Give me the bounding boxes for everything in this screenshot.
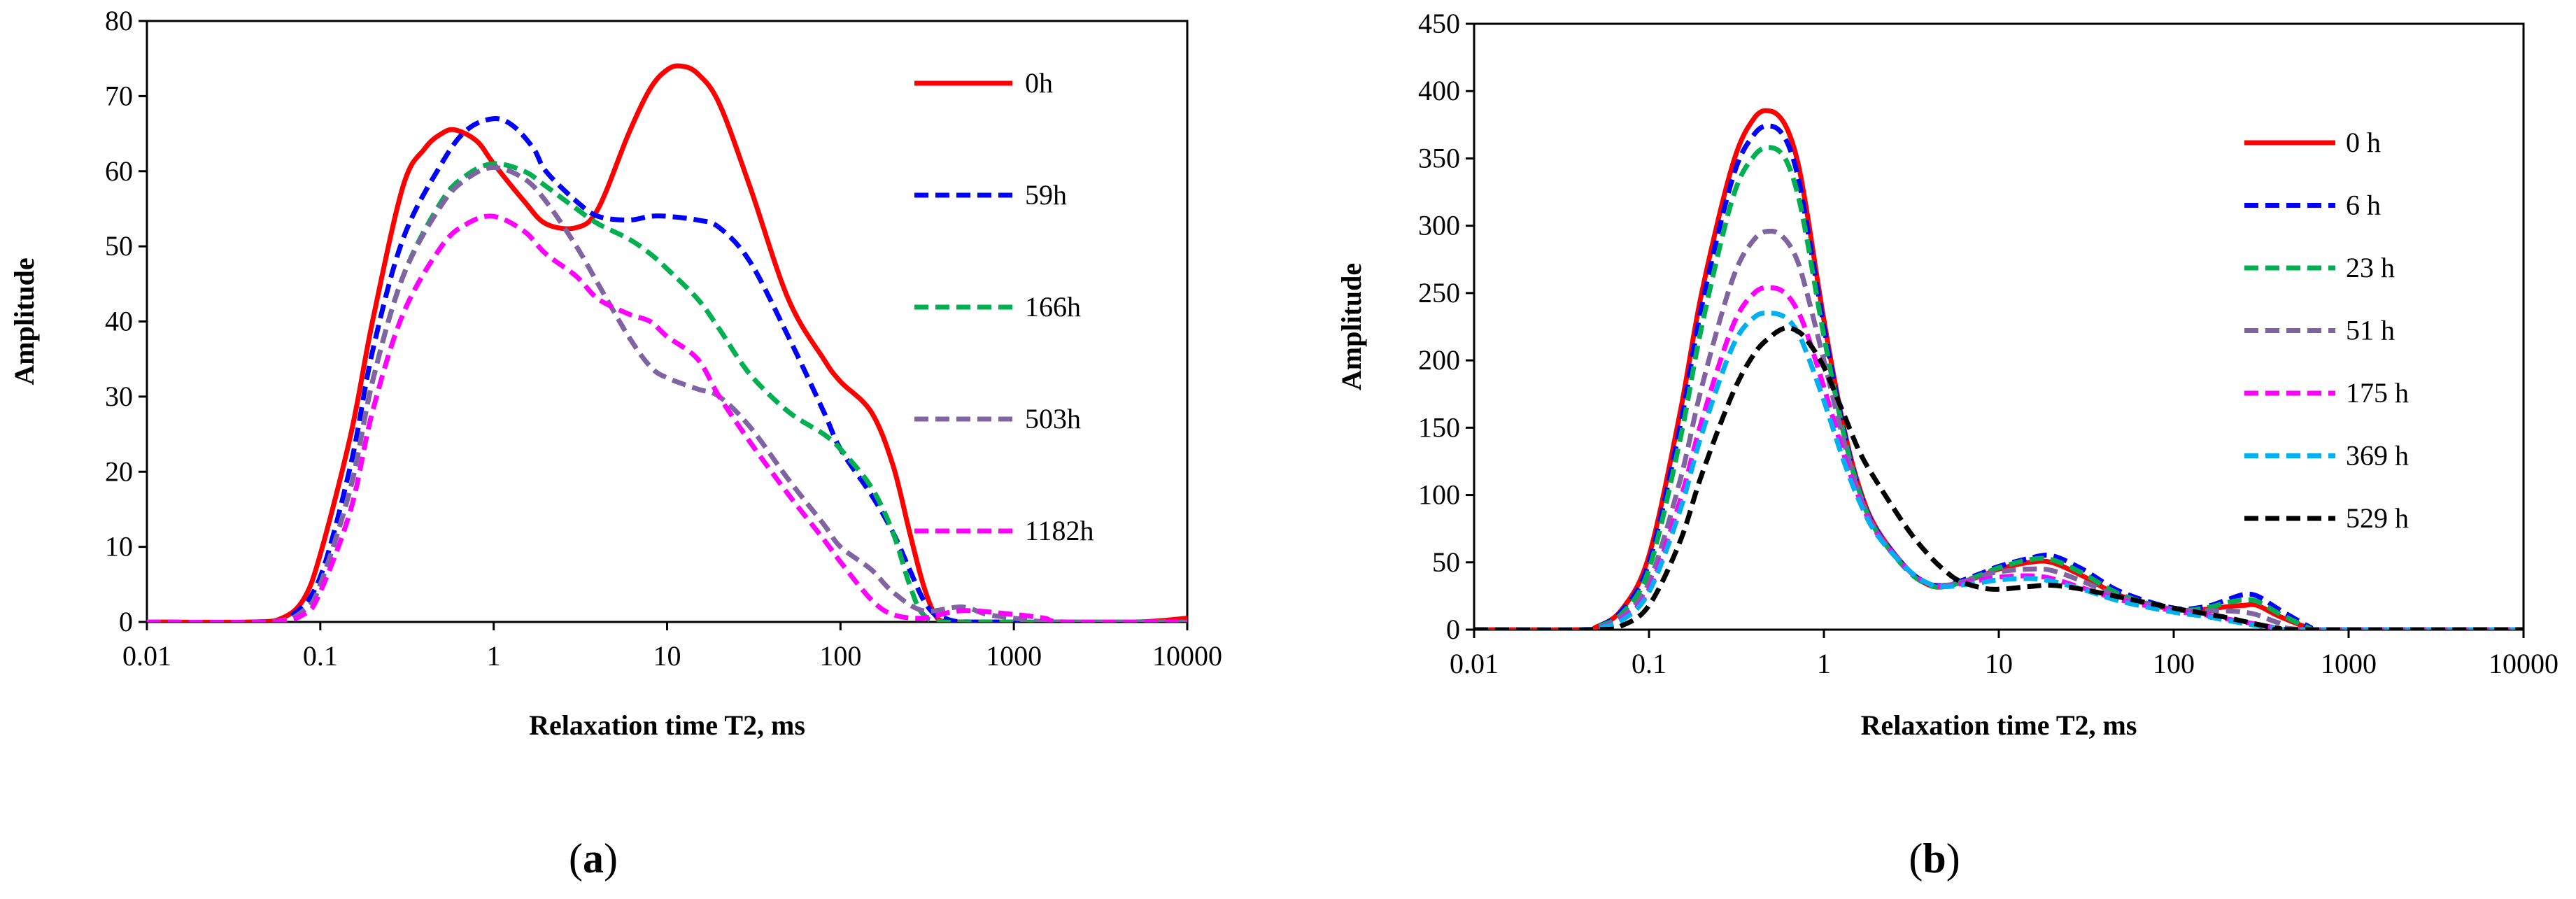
panel-a-legend-label-0h: 0h [1025,67,1053,99]
panel-b-legend-label-6h: 6 h [2346,190,2381,221]
panel-b-y-tick-label: 100 [1418,479,1460,511]
panel-a-y-tick-label: 80 [105,5,133,36]
panel-a-y-tick-label: 50 [105,230,133,262]
panel-a-y-tick-label: 10 [105,531,133,562]
panel-b-chart: 0 50 100 150 200 250 300 350 400 450 0.01 0.1 1 10 100… [1336,8,2559,882]
panel-b-series-23h-line [1474,145,2524,630]
panel-b-x-tick-label: 1000 [2321,648,2377,679]
panel-a-x-tick-label: 1000 [986,640,1042,672]
panel-a-y-tick-label: 20 [105,455,133,487]
panel-a-series-1182h-line [147,213,1187,622]
panel-b-y-tick-label: 250 [1418,277,1460,309]
panel-a-x-axis-title: Relaxation time T2, ms [529,709,805,741]
panel-a-label-close-paren: ) [604,835,618,882]
panel-b-legend-label-23h: 23 h [2346,252,2395,283]
panel-a-legend-label-166h: 166h [1025,291,1081,323]
panel-a-series-0h-line [147,63,1187,622]
panel-b-x-tick-label: 0.1 [1632,648,1666,679]
panel-b-y-tick-label: 0 [1446,614,1460,645]
panel-b-label: (b) [1909,835,1960,882]
panel-a-y-tick-label: 0 [119,606,133,637]
panel-a-series-59h-line [147,116,1187,622]
panel-b-legend-label-369h: 369 h [2346,440,2409,472]
panel-a-x-tick-label: 10000 [1152,640,1222,672]
panel-b-y-tick-label: 200 [1418,344,1460,376]
panel-a-label-letter: a [583,835,604,882]
panel-a-x-tick-label: 100 [819,640,861,672]
panel-a-x-tick-label: 0.1 [303,640,338,672]
panel-b-x-tick-label: 10 [1985,648,2013,679]
panel-a-y-axis-title: Amplitude [8,257,40,385]
panel-b-y-tick-label: 50 [1432,546,1460,578]
panel-b-x-tick-label: 10000 [2489,648,2559,679]
panel-a-legend-label-1182h: 1182h [1025,515,1094,546]
panel-a-label: (a) [569,835,618,882]
panel-b-x-axis-title: Relaxation time T2, ms [1861,709,2137,741]
panel-a-y-tick-label: 40 [105,306,133,337]
panel-a-series-group [147,63,1187,622]
panel-b-x-tick-label: 100 [2153,648,2195,679]
panel-a-legend-label-59h: 59h [1025,179,1067,211]
panel-b-y-tick-label: 300 [1418,210,1460,241]
panel-b-series-group [1474,108,2524,630]
panel-a-y-tick-label: 70 [105,80,133,111]
panel-b-legend-label-175h: 175 h [2346,377,2409,409]
panel-a-y-tick-label: 30 [105,381,133,412]
panel-a-label-open-paren: ( [569,835,583,882]
panel-b-label-close-paren: ) [1946,835,1960,882]
panel-a-x-tick-label: 1 [487,640,501,672]
panel-b-y-tick-label: 150 [1418,411,1460,443]
panel-a-series-166h-line [147,161,1187,622]
panel-b-label-letter: b [1923,835,1946,882]
panel-b-series-0h-line [1474,108,2524,630]
panel-b-legend-label-0h: 0 h [2346,127,2381,158]
panel-b-label-open-paren: ( [1909,835,1923,882]
panel-b-y-tick-label: 350 [1418,142,1460,174]
panel-b-x-tick-label: 1 [1817,648,1831,679]
panel-b-series-529h-line [1474,325,2524,630]
panel-b-y-tick-label: 400 [1418,75,1460,106]
panel-a-y-tick-label: 60 [105,155,133,187]
panel-b-legend-label-529h: 529 h [2346,502,2409,534]
panel-a-legend-label-503h: 503h [1025,403,1081,434]
panel-a-chart: 0 10 20 30 40 50 60 70 80 0.01 0.1 1 10 100 1000 10000 R… [8,5,1222,882]
panel-b-y-tick-label: 450 [1418,8,1460,39]
panel-a-x-tick-label: 10 [653,640,681,672]
panel-b-x-tick-label: 0.01 [1450,648,1499,679]
panel-b-y-axis-title: Amplitude [1336,263,1367,390]
panel-b-series-369h-line [1474,310,2524,630]
panel-a-series-503h-line [147,164,1187,622]
panel-a-x-tick-label: 0.01 [122,640,171,672]
panel-b-legend-label-51h: 51 h [2346,315,2395,346]
